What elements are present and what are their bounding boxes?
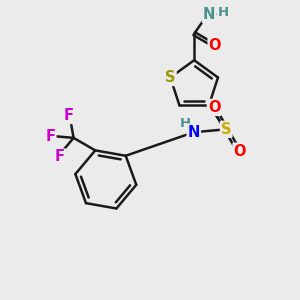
Text: H: H (218, 6, 229, 19)
Text: N: N (203, 7, 215, 22)
Text: O: O (233, 144, 246, 159)
Text: S: S (221, 122, 231, 137)
Text: H: H (180, 117, 191, 130)
Text: F: F (45, 129, 56, 144)
Text: O: O (208, 100, 220, 115)
Text: F: F (64, 108, 74, 123)
Text: O: O (208, 38, 221, 53)
Text: S: S (165, 70, 175, 85)
Text: F: F (55, 149, 65, 164)
Text: N: N (188, 125, 200, 140)
